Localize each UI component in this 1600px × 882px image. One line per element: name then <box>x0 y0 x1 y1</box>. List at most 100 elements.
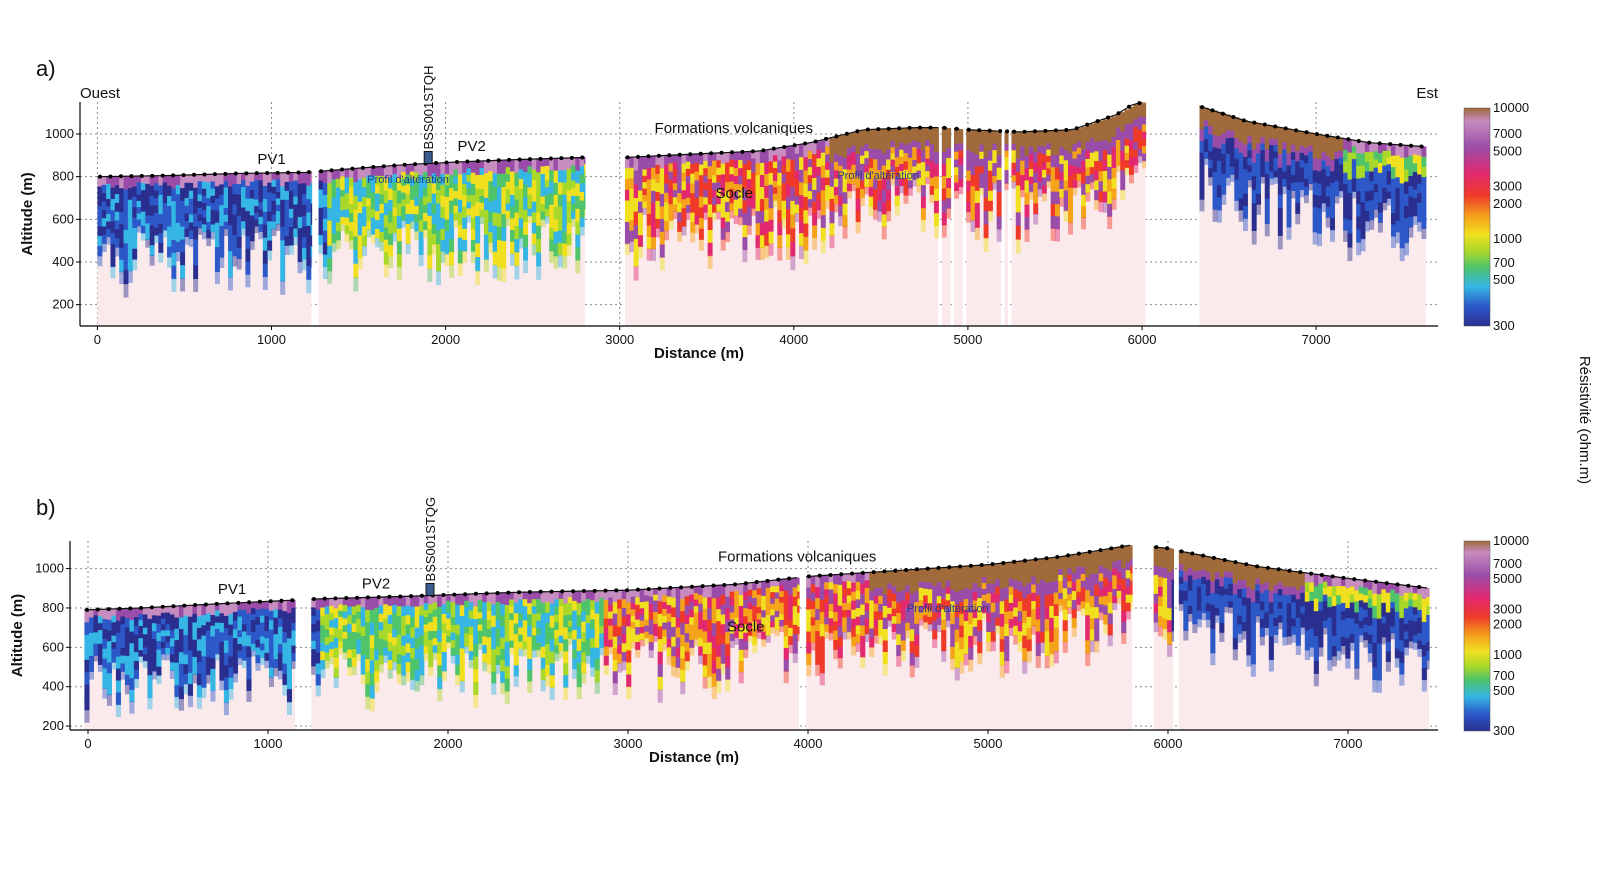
electrode-marker <box>171 173 176 178</box>
resistivity-cell <box>1098 565 1104 575</box>
resistivity-cell <box>563 639 569 652</box>
resistivity-cell <box>1192 553 1198 563</box>
resistivity-cell <box>671 666 677 677</box>
resistivity-cell <box>180 239 186 253</box>
resistivity-cell <box>531 591 537 600</box>
resistivity-cell <box>566 212 572 224</box>
resistivity-cell <box>193 278 199 292</box>
resistivity-cell <box>1116 553 1122 561</box>
resistivity-cell <box>175 213 181 224</box>
resistivity-cell <box>896 581 902 593</box>
resistivity-cell <box>1273 164 1279 172</box>
resistivity-cell <box>482 602 488 612</box>
resistivity-cell <box>388 245 394 257</box>
resistivity-cell <box>115 692 121 706</box>
resistivity-cell <box>431 183 437 195</box>
resistivity-cell <box>925 140 931 147</box>
resistivity-cell <box>505 196 511 205</box>
resistivity-cell <box>1364 161 1370 173</box>
resistivity-cell <box>1059 130 1065 140</box>
resistivity-cell <box>806 620 812 633</box>
resistivity-cell <box>1256 133 1262 144</box>
resistivity-cell <box>829 198 835 212</box>
resistivity-cell <box>929 161 935 170</box>
resistivity-cell <box>1076 579 1082 587</box>
resistivity-cell <box>322 266 328 280</box>
resistivity-cell <box>833 153 839 163</box>
resistivity-cell <box>707 619 713 632</box>
resistivity-cell <box>575 170 581 184</box>
resistivity-cell <box>275 192 281 199</box>
resistivity-cell <box>707 676 713 689</box>
resistivity-cell <box>1247 128 1253 137</box>
resistivity-cell <box>84 697 90 711</box>
resistivity-cell <box>288 245 294 255</box>
resistivity-cell <box>563 591 569 604</box>
resistivity-cell <box>864 595 870 604</box>
resistivity-cell <box>838 175 844 187</box>
resistivity-cell <box>115 632 121 646</box>
resistivity-cell <box>518 188 524 200</box>
resistivity-cell <box>651 190 657 204</box>
resistivity-cell <box>624 189 630 202</box>
resistivity-cell <box>945 593 951 601</box>
resistivity-cell <box>675 627 681 639</box>
resistivity-cell <box>1013 580 1019 590</box>
resistivity-cell <box>720 163 726 176</box>
resistivity-cell <box>557 170 563 183</box>
resistivity-cell <box>1011 144 1017 151</box>
resistivity-cell <box>983 130 989 145</box>
resistivity-cell <box>1286 140 1292 154</box>
resistivity-cell <box>1277 126 1283 142</box>
resistivity-cell <box>197 214 203 222</box>
resistivity-cell <box>97 616 103 624</box>
resistivity-cell <box>275 223 281 231</box>
resistivity-cell <box>1238 130 1244 143</box>
resistivity-cell <box>1386 191 1392 199</box>
resistivity-cell <box>1089 130 1095 139</box>
resistivity-cell <box>210 210 216 218</box>
resistivity-cell <box>1264 173 1270 187</box>
resistivity-cell <box>414 214 420 224</box>
resistivity-cell <box>165 642 171 649</box>
resistivity-cell <box>1013 598 1019 609</box>
resistivity-cell <box>1199 117 1205 131</box>
resistivity-cell <box>188 174 194 184</box>
resistivity-cell <box>666 655 672 665</box>
resistivity-cell <box>970 174 976 187</box>
resistivity-cell <box>513 654 519 666</box>
resistivity-cell <box>160 606 166 614</box>
resistivity-cell <box>1008 562 1014 572</box>
resistivity-cell <box>132 238 138 250</box>
resistivity-cell <box>510 159 515 173</box>
resistivity-cell <box>331 224 337 235</box>
resistivity-cell <box>764 150 770 163</box>
resistivity-cell <box>690 222 696 233</box>
resistivity-cell <box>624 168 630 180</box>
resistivity-cell <box>197 187 203 196</box>
resistivity-cell <box>114 229 120 239</box>
resistivity-cell <box>799 207 804 222</box>
electrode-marker <box>1231 115 1236 120</box>
resistivity-cell <box>379 213 385 224</box>
resistivity-cell <box>1128 115 1134 125</box>
electrode-marker <box>538 589 543 594</box>
resistivity-cell <box>1286 189 1292 203</box>
resistivity-cell <box>716 189 722 198</box>
resistivity-cell <box>1343 218 1349 231</box>
resistivity-cell <box>896 570 902 582</box>
resistivity-cell <box>444 196 450 209</box>
resistivity-cell <box>388 211 394 224</box>
resistivity-cell <box>810 576 816 586</box>
electrode-marker <box>904 567 909 572</box>
resistivity-cell <box>590 638 596 649</box>
resistivity-cell <box>1295 150 1301 162</box>
resistivity-cell <box>246 624 252 636</box>
resistivity-cell <box>752 590 758 599</box>
resistivity-cell <box>1124 131 1130 140</box>
resistivity-cell <box>147 686 153 699</box>
resistivity-cell <box>842 610 848 618</box>
resistivity-cell <box>864 151 870 159</box>
resistivity-cell <box>518 208 524 220</box>
resistivity-cell <box>759 150 765 164</box>
